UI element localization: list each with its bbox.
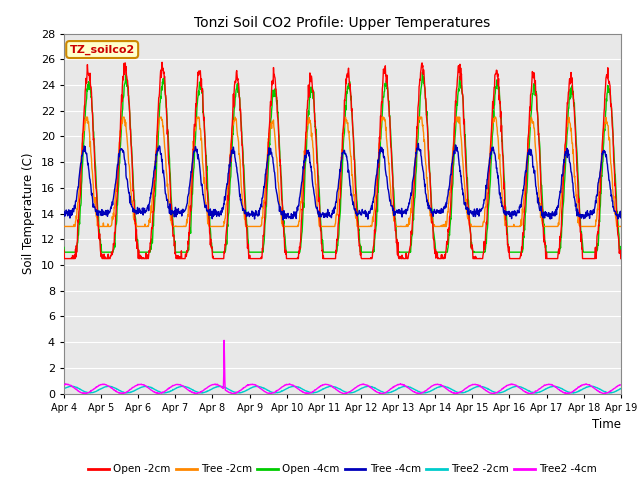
Text: TZ_soilco2: TZ_soilco2 — [70, 44, 135, 55]
Y-axis label: Soil Temperature (C): Soil Temperature (C) — [22, 153, 35, 275]
X-axis label: Time: Time — [592, 418, 621, 431]
Title: Tonzi Soil CO2 Profile: Upper Temperatures: Tonzi Soil CO2 Profile: Upper Temperatur… — [195, 16, 490, 30]
Legend: Open -2cm, Tree -2cm, Open -4cm, Tree -4cm, Tree2 -2cm, Tree2 -4cm: Open -2cm, Tree -2cm, Open -4cm, Tree -4… — [84, 460, 601, 479]
